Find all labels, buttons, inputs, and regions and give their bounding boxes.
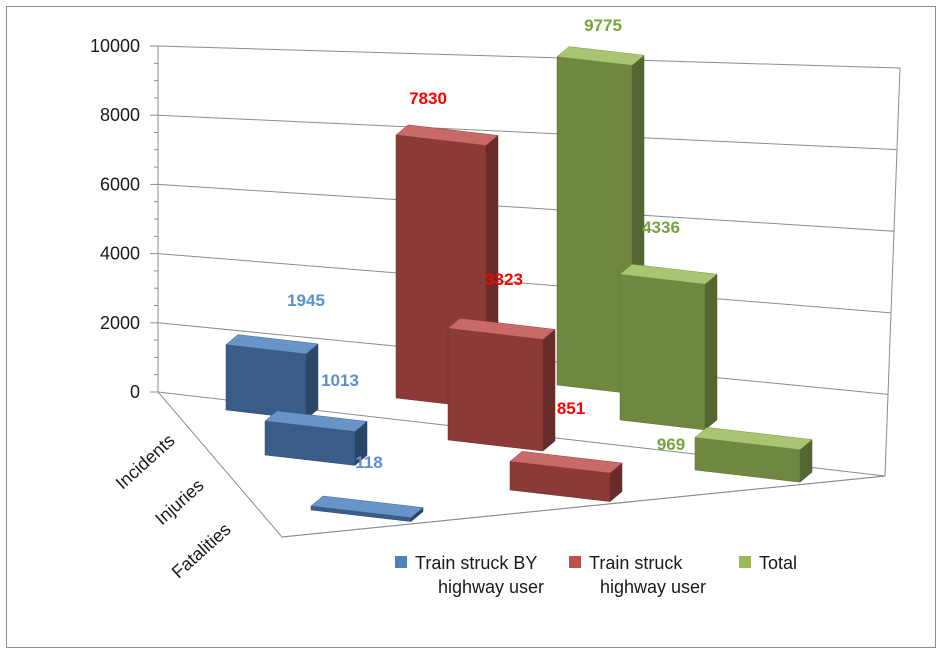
y-tick-label: 0 bbox=[130, 382, 140, 402]
data-label: 118 bbox=[355, 453, 382, 472]
data-label: 4336 bbox=[642, 218, 680, 237]
data-label: 851 bbox=[557, 399, 585, 418]
gridline bbox=[157, 253, 892, 314]
legend-label: highway user bbox=[438, 577, 544, 597]
legend-item: Train struck highway user bbox=[569, 553, 706, 597]
bar bbox=[447, 318, 556, 452]
legend-label: Train struck BY bbox=[415, 553, 537, 573]
data-label: 1013 bbox=[321, 371, 359, 390]
legend-item: Train struck BY highway user bbox=[395, 553, 544, 597]
data-label: 7830 bbox=[409, 89, 447, 108]
gridline bbox=[157, 114, 898, 151]
data-label: 1945 bbox=[287, 291, 325, 310]
bar-front-face bbox=[225, 344, 307, 420]
legend-swatch bbox=[569, 556, 581, 568]
data-labels: 1945 7830 9775 1013 3323 4336 118 851 969 bbox=[287, 16, 685, 472]
bar-side-face bbox=[704, 273, 718, 431]
legend-label: highway user bbox=[600, 577, 706, 597]
bar-top-face bbox=[509, 451, 623, 474]
bar-front-face bbox=[447, 328, 544, 452]
legend-item: Total bbox=[739, 553, 797, 573]
legend-label: Train struck bbox=[589, 553, 683, 573]
y-axis-ticks: 0 2000 4000 6000 8000 10000 bbox=[90, 36, 158, 402]
bar bbox=[619, 264, 718, 431]
bars bbox=[225, 46, 813, 523]
legend-swatch bbox=[395, 556, 407, 568]
gridlines bbox=[157, 45, 901, 395]
y-tick-label: 8000 bbox=[100, 105, 140, 125]
data-label: 3323 bbox=[485, 270, 523, 289]
y-tick-label: 6000 bbox=[100, 174, 140, 194]
bar-side-face bbox=[542, 328, 556, 452]
bar bbox=[310, 495, 424, 523]
y-tick-label: 2000 bbox=[100, 313, 140, 333]
bar-top-face bbox=[447, 318, 556, 340]
bar-top-face bbox=[225, 334, 319, 355]
gridline bbox=[157, 45, 901, 69]
y-tick-label: 10000 bbox=[90, 36, 140, 56]
bar bbox=[694, 427, 813, 483]
floor-front-edge bbox=[281, 475, 886, 538]
legend: Train struck BY highway user Train struck h… bbox=[395, 553, 797, 597]
bar-top-face bbox=[556, 46, 645, 66]
data-label: 9775 bbox=[584, 16, 622, 35]
bar-top-face bbox=[694, 427, 813, 450]
legend-label: Total bbox=[759, 553, 797, 573]
category-label: Incidents bbox=[112, 430, 179, 493]
y-tick-label: 4000 bbox=[100, 244, 140, 264]
bar-side-face bbox=[305, 343, 319, 420]
bar-front-face bbox=[619, 274, 706, 431]
bar bbox=[264, 410, 368, 466]
bar bbox=[225, 334, 319, 420]
bar bbox=[509, 451, 623, 503]
gridline bbox=[157, 183, 895, 232]
bar-top-face bbox=[395, 124, 499, 146]
category-label: Fatalities bbox=[168, 519, 235, 582]
legend-swatch bbox=[739, 556, 751, 568]
category-label: Injuries bbox=[151, 475, 208, 529]
bar-top-face bbox=[310, 495, 424, 518]
bar-top-face bbox=[264, 410, 368, 432]
data-label: 969 bbox=[657, 435, 685, 454]
bar-top-face bbox=[619, 264, 718, 285]
